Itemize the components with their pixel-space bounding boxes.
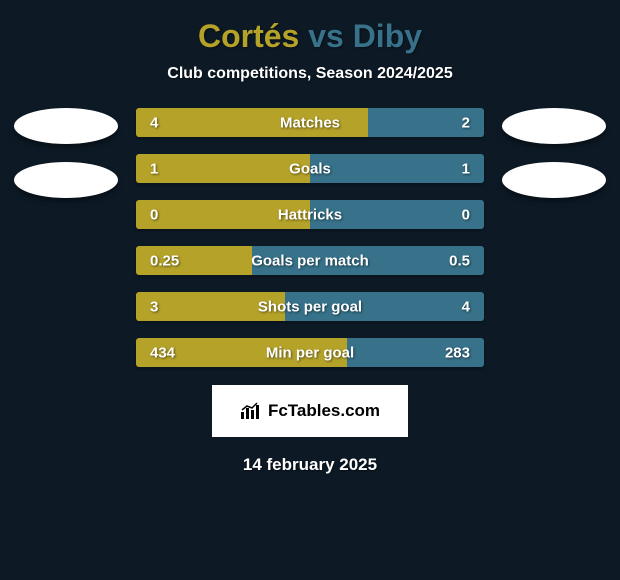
stat-left-value: 0 <box>150 206 158 223</box>
logo-text: FcTables.com <box>268 401 380 421</box>
subtitle: Club competitions, Season 2024/2025 <box>167 65 452 83</box>
stat-right-value: 1 <box>462 160 470 177</box>
stat-right-value: 0.5 <box>449 252 470 269</box>
stat-bar-row: 434 283 Min per goal <box>136 338 484 367</box>
left-avatar-column <box>14 108 118 198</box>
stat-bars-column: 4 2 Matches 1 1 Goals 0 0 Hattricks 0.25 0.5 Goals … <box>136 108 484 367</box>
chart-icon <box>240 402 262 420</box>
stat-label: Goals <box>289 160 331 177</box>
player2-name: Diby <box>353 18 422 54</box>
vs-text: vs <box>308 18 344 54</box>
stat-bar-row: 3 4 Shots per goal <box>136 292 484 321</box>
logo-box: FcTables.com <box>212 385 408 437</box>
stat-left-value: 4 <box>150 114 158 131</box>
stat-bar-row: 1 1 Goals <box>136 154 484 183</box>
stat-bar-left <box>136 154 310 183</box>
stat-right-value: 283 <box>445 344 470 361</box>
stat-left-value: 434 <box>150 344 175 361</box>
player2-avatar <box>502 162 606 198</box>
stat-label: Matches <box>280 114 340 131</box>
stat-left-value: 0.25 <box>150 252 179 269</box>
stat-label: Min per goal <box>266 344 354 361</box>
player1-name: Cortés <box>198 18 299 54</box>
right-avatar-column <box>502 108 606 198</box>
stats-area: 4 2 Matches 1 1 Goals 0 0 Hattricks 0.25 0.5 Goals … <box>0 108 620 367</box>
stat-bar-row: 0 0 Hattricks <box>136 200 484 229</box>
stat-left-value: 3 <box>150 298 158 315</box>
stat-label: Shots per goal <box>258 298 362 315</box>
player2-avatar <box>502 108 606 144</box>
stat-bar-row: 4 2 Matches <box>136 108 484 137</box>
stat-right-value: 2 <box>462 114 470 131</box>
stat-right-value: 4 <box>462 298 470 315</box>
stat-label: Hattricks <box>278 206 342 223</box>
date-text: 14 february 2025 <box>243 455 377 475</box>
comparison-title: Cortés vs Diby <box>198 18 422 55</box>
stat-right-value: 0 <box>462 206 470 223</box>
player1-avatar <box>14 108 118 144</box>
player1-avatar <box>14 162 118 198</box>
stat-bar-right <box>310 154 484 183</box>
stat-label: Goals per match <box>251 252 369 269</box>
stat-left-value: 1 <box>150 160 158 177</box>
stat-bar-row: 0.25 0.5 Goals per match <box>136 246 484 275</box>
